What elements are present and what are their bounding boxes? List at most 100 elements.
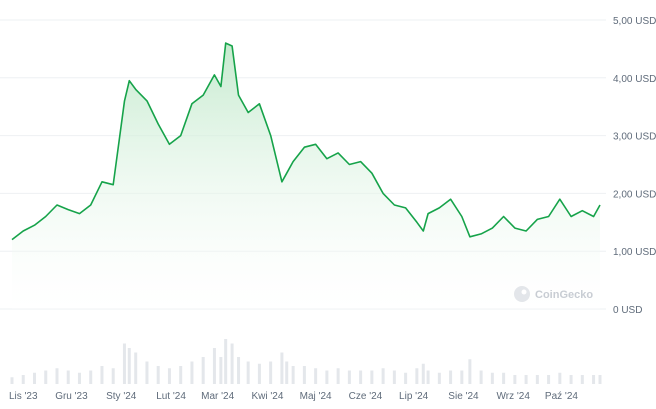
price-point	[56, 204, 58, 206]
x-tick-label: Lis '23	[9, 391, 38, 402]
volume-bar	[257, 363, 261, 384]
volume-bar	[285, 361, 289, 384]
volume-bar	[381, 368, 385, 384]
price-point	[559, 198, 561, 200]
y-tick-label: 1,00 USD	[613, 247, 656, 258]
price-point	[33, 224, 35, 226]
price-point	[112, 184, 114, 186]
volume-bar	[347, 370, 351, 384]
price-point	[502, 215, 504, 217]
price-point	[247, 111, 249, 113]
price-point	[491, 227, 493, 229]
volume-bars	[10, 339, 602, 384]
price-point	[592, 215, 594, 217]
price-point	[213, 74, 215, 76]
volume-bar	[502, 372, 506, 384]
price-point	[480, 233, 482, 235]
volume-bar	[479, 370, 483, 384]
volume-bar	[21, 375, 25, 384]
volume-bar	[134, 352, 138, 384]
price-point	[461, 215, 463, 217]
volume-bar	[558, 372, 562, 384]
price-point	[525, 230, 527, 232]
price-point	[536, 218, 538, 220]
volume-bar	[10, 377, 14, 384]
x-tick-label: Wrz '24	[497, 391, 531, 402]
y-tick-label: 0 USD	[613, 305, 642, 316]
volume-bar	[291, 366, 295, 384]
volume-bar	[55, 368, 59, 384]
volume-bar	[212, 348, 216, 384]
coingecko-logo-icon	[514, 286, 530, 302]
price-point	[101, 181, 103, 183]
volume-bar	[460, 370, 464, 384]
y-axis-ticks: 0 USD 1,00 USD 2,00 USD 3,00 USD 4,00 USD 5,0…	[613, 16, 656, 316]
volume-bar	[598, 375, 602, 384]
y-tick-label: 3,00 USD	[613, 132, 656, 143]
price-point	[202, 94, 204, 96]
volume-bar	[127, 348, 131, 384]
volume-bar	[569, 375, 573, 384]
price-point	[220, 85, 222, 87]
volume-bar	[404, 372, 408, 384]
price-point	[469, 236, 471, 238]
price-line[interactable]	[11, 42, 601, 241]
volume-bar	[336, 368, 340, 384]
x-tick-label: Cze '24	[349, 391, 383, 402]
price-point	[326, 158, 328, 160]
x-tick-label: Sie '24	[448, 391, 479, 402]
price-area	[12, 43, 600, 309]
price-point	[292, 160, 294, 162]
price-point	[168, 143, 170, 145]
volume-bar	[230, 343, 234, 384]
x-axis-ticks: Lis '23 Gru '23 Sty '24 Lut '24 Mar '24 Kwi '…	[9, 391, 578, 402]
x-tick-label: Maj '24	[300, 391, 332, 402]
volume-bar	[592, 375, 596, 384]
volume-bar	[392, 370, 396, 384]
volume-bar	[513, 375, 517, 384]
x-tick-label: Lut '24	[156, 391, 186, 402]
x-tick-label: Kwi '24	[251, 391, 283, 402]
price-point	[258, 103, 260, 105]
coingecko-logo-eye-icon	[521, 289, 527, 295]
price-point	[231, 45, 233, 47]
x-tick-label: Paź '24	[545, 391, 578, 402]
volume-bar	[111, 368, 115, 384]
coingecko-watermark: CoinGecko	[514, 286, 593, 302]
price-point	[303, 146, 305, 148]
volume-bar	[421, 363, 425, 384]
volume-bar	[156, 366, 160, 384]
volume-bar	[100, 366, 104, 384]
price-point	[281, 181, 283, 183]
price-point	[123, 100, 125, 102]
price-point	[416, 221, 418, 223]
price-point	[67, 208, 69, 210]
price-point	[404, 207, 406, 209]
volume-bar	[224, 339, 228, 384]
price-point	[547, 215, 549, 217]
watermark-text: CoinGecko	[535, 289, 593, 301]
price-point	[393, 204, 395, 206]
price-point	[599, 204, 601, 206]
volume-bar	[359, 370, 363, 384]
volume-bar	[547, 375, 551, 384]
price-point	[422, 230, 424, 232]
x-tick-label: Lip '24	[399, 391, 429, 402]
volume-bar	[145, 361, 149, 384]
volume-bar	[77, 372, 81, 384]
volume-bar	[524, 375, 528, 384]
price-point	[286, 172, 288, 174]
price-point	[382, 192, 384, 194]
volume-bar	[32, 372, 36, 384]
volume-bar	[449, 370, 453, 384]
volume-bar	[269, 361, 273, 384]
volume-bar	[490, 372, 494, 384]
volume-bar	[167, 368, 171, 384]
price-point	[157, 123, 159, 125]
price-point	[45, 215, 47, 217]
volume-bar	[190, 361, 194, 384]
volume-bar	[415, 368, 419, 384]
price-point	[359, 160, 361, 162]
price-point	[22, 230, 24, 232]
